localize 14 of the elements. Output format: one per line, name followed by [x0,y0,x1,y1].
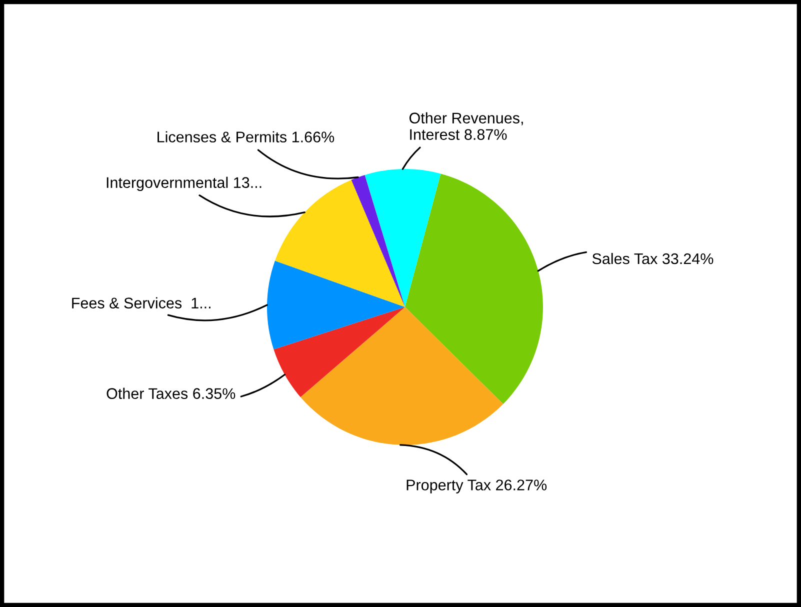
slice-label: Intergovernmental 13... [106,176,262,192]
slice-label: Fees & Services 1... [72,297,210,308]
slice-label: Sales Tax 33.24% [592,252,714,264]
slice-label: Other Taxes 6.35% [106,388,236,399]
slice-label: Licenses & Permits 1.66% [158,131,334,142]
pie-slice [300,307,504,445]
pie-slice [274,307,405,398]
slice-label: Other Revenues, Interest 8.87% [409,112,523,140]
pie-slice [267,260,405,350]
slice-label: Property Tax 26.27% [406,480,547,494]
pie-slice [405,174,543,404]
pie-slice [364,169,441,307]
pie-slice [351,174,405,307]
pie-slice [274,180,405,307]
